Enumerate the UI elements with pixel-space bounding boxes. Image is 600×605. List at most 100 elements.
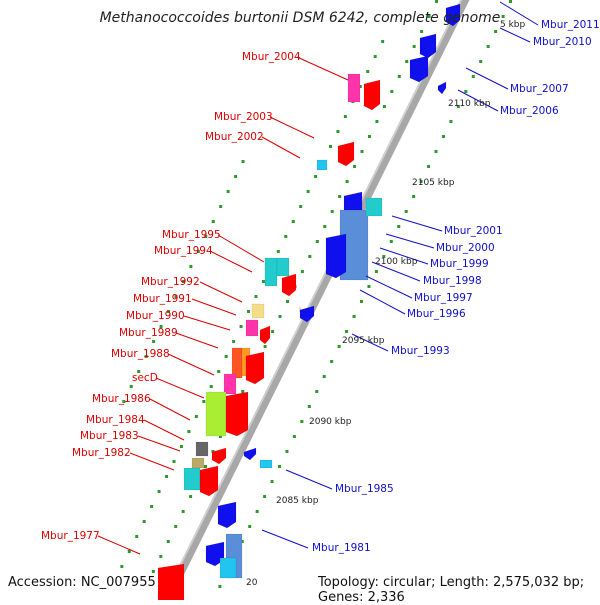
gene-cyan [264, 257, 278, 287]
gene-label[interactable]: Mbur_2006 [500, 105, 559, 117]
gene-label[interactable]: Mbur_1986 [92, 393, 151, 405]
leader-line [499, 1, 539, 26]
gene-cyan [316, 159, 328, 171]
leader-line [175, 332, 219, 349]
gene-label[interactable]: Mbur_1997 [414, 292, 473, 304]
gene-cyan [365, 197, 383, 217]
tick-dot [367, 285, 371, 288]
tick-dot [353, 165, 357, 168]
gene-label[interactable]: Mbur_1984 [86, 414, 145, 426]
gene-label[interactable]: Mbur_1989 [119, 327, 178, 339]
gene-pink [223, 373, 237, 395]
leader-line [371, 261, 421, 282]
tick-dot [137, 370, 141, 373]
tick-dot [299, 205, 303, 208]
gene-arrow [363, 79, 381, 111]
gene-arrow [337, 141, 355, 167]
leader-line [167, 353, 215, 376]
kbp-label: 2095 kbp [342, 336, 385, 346]
leader-line [269, 116, 315, 139]
tick-dot [276, 250, 280, 253]
gene-label[interactable]: Mbur_1990 [126, 310, 185, 322]
tick-dot [278, 465, 282, 468]
tick-dot [337, 345, 341, 348]
tick-dot [194, 415, 198, 418]
tick-dot [404, 210, 408, 213]
tick-dot [142, 520, 146, 523]
tick-dot [196, 250, 200, 253]
gene-label[interactable]: Mbur_2004 [242, 51, 301, 63]
tick-dot [159, 555, 163, 558]
tick-dot [397, 225, 401, 228]
gene-label[interactable]: Mbur_1998 [423, 275, 482, 287]
gene-pink [347, 73, 361, 103]
gene-arrow [325, 233, 347, 279]
gene-label[interactable]: Mbur_1985 [335, 483, 394, 495]
tick-dot [248, 525, 252, 528]
leader-line [457, 89, 499, 112]
gene-label[interactable]: Mbur_1982 [72, 447, 131, 459]
gene-label[interactable]: Mbur_1991 [133, 293, 192, 305]
gene-label[interactable]: Mbur_1977 [41, 530, 100, 542]
tick-dot [241, 160, 245, 163]
gene-label[interactable]: Mbur_2000 [436, 242, 495, 254]
gene-label[interactable]: Mbur_1995 [162, 229, 221, 241]
tick-dot [345, 180, 349, 183]
gene-label[interactable]: Mbur_2010 [533, 36, 592, 48]
gene-label[interactable]: Mbur_1996 [407, 308, 466, 320]
tick-dot [397, 75, 401, 78]
tick-dot [292, 435, 296, 438]
tick-dot [152, 340, 156, 343]
tick-dot [420, 30, 424, 33]
tick-dot [263, 345, 267, 348]
gene-arrow [217, 501, 237, 529]
leader-line [149, 398, 191, 421]
tick-dot [172, 460, 176, 463]
tick-dot [226, 190, 230, 193]
gene-label[interactable]: Mbur_1994 [154, 245, 213, 257]
tick-dot [270, 480, 274, 483]
gene-label[interactable]: Mbur_1999 [430, 258, 489, 270]
gene-tan [251, 303, 265, 319]
tick-dot [300, 420, 304, 423]
gene-label[interactable]: Mbur_1983 [80, 430, 139, 442]
leader-line [351, 333, 389, 352]
leader-line [379, 247, 429, 265]
gene-arrow [243, 447, 257, 461]
gene-label[interactable]: Mbur_2007 [510, 83, 569, 95]
tick-dot [471, 75, 475, 78]
tick-dot [150, 505, 154, 508]
tick-dot [204, 235, 208, 238]
gene-label[interactable]: Mbur_1981 [312, 542, 371, 554]
gene-label[interactable]: Mbur_2002 [205, 131, 264, 143]
gene-cyan [276, 257, 290, 277]
tick-dot [151, 570, 155, 573]
tick-dot [479, 60, 483, 63]
gene-label[interactable]: Mbur_2001 [444, 225, 503, 237]
leader-line [199, 281, 243, 303]
genome-backbone [161, 0, 470, 600]
gene-label[interactable]: Mbur_2011 [541, 19, 600, 31]
tick-dot [375, 120, 379, 123]
tick-dot [174, 525, 178, 528]
tick-dot [254, 295, 258, 298]
gene-label[interactable]: Mbur_1993 [391, 345, 450, 357]
tick-dot [234, 175, 238, 178]
gene-pink [245, 319, 259, 337]
tick-dot [486, 45, 490, 48]
tick-dot [189, 265, 193, 268]
gene-label[interactable]: secD [132, 372, 158, 384]
tick-dot [456, 105, 460, 108]
gene-label[interactable]: Mbur_1988 [111, 348, 170, 360]
leader-line [209, 250, 253, 273]
tick-dot [174, 295, 178, 298]
tick-dot [382, 255, 386, 258]
gene-label[interactable]: Mbur_1992 [141, 276, 200, 288]
tick-dot [211, 220, 215, 223]
tick-dot [209, 385, 213, 388]
tick-dot [390, 90, 394, 93]
tick-dot [441, 135, 445, 138]
tick-dot [144, 355, 148, 358]
gene-label[interactable]: Mbur_2003 [214, 111, 273, 123]
